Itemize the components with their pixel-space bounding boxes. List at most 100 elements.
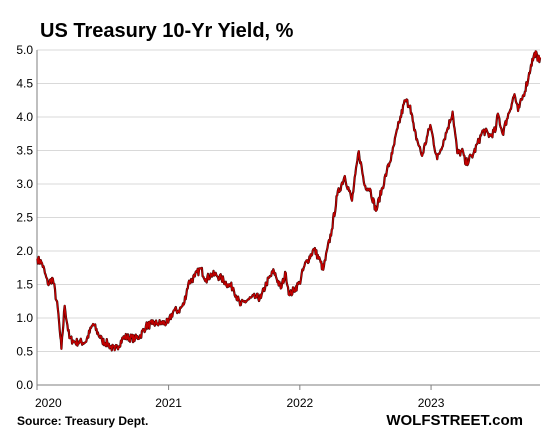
data-point [506, 118, 508, 120]
data-point [522, 94, 525, 96]
data-point [265, 282, 268, 285]
data-point [482, 129, 485, 132]
data-point [501, 132, 504, 135]
y-axis-ticks: 0.0 0.5 1.0 1.5 2.0 2.5 3.0 3.5 4.0 4.5 5.0 [16, 43, 33, 392]
data-point [134, 337, 137, 340]
data-point [494, 128, 497, 131]
data-point [187, 282, 190, 285]
data-point [260, 297, 262, 299]
data-point [530, 63, 532, 66]
data-point [330, 228, 333, 231]
data-point [279, 287, 282, 290]
data-point [284, 272, 287, 274]
data-point [517, 110, 519, 112]
data-point [60, 347, 63, 350]
data-point [456, 152, 459, 155]
data-point [409, 104, 412, 107]
series-layer [36, 50, 542, 352]
x-tick-label: 2022 [286, 396, 313, 410]
data-point [232, 287, 235, 289]
data-point [151, 323, 154, 325]
data-point [239, 304, 242, 307]
data-point [248, 298, 251, 301]
data-point [145, 325, 147, 327]
data-point [527, 76, 530, 79]
data-point [539, 57, 541, 59]
x-axis-ticks: 2020 2021 2022 2023 [35, 385, 445, 410]
data-point [84, 341, 87, 343]
series-line [36, 50, 541, 352]
data-point [446, 128, 449, 131]
data-point [243, 301, 246, 303]
data-point [57, 308, 59, 311]
data-point [288, 294, 291, 297]
data-point [429, 124, 432, 126]
data-point [497, 112, 499, 115]
data-point [363, 184, 366, 187]
y-tick-label: 1.0 [16, 311, 33, 325]
x-tick-label: 2020 [35, 396, 62, 410]
data-point [79, 341, 81, 343]
x-tick-label: 2021 [155, 396, 182, 410]
data-point [421, 155, 423, 157]
data-point [210, 273, 213, 276]
data-point [73, 341, 76, 343]
data-point [106, 342, 109, 345]
chart-title: US Treasury 10-Yr Yield, % [40, 20, 294, 42]
data-point [63, 305, 66, 307]
y-tick-label: 4.5 [16, 77, 33, 91]
data-point [489, 134, 492, 137]
data-point [113, 349, 116, 352]
data-point [534, 50, 537, 53]
data-point [46, 282, 49, 285]
data-point [462, 150, 464, 153]
data-point [41, 262, 43, 264]
y-tick-label: 0.0 [16, 378, 33, 392]
y-tick-label: 2.5 [16, 211, 33, 225]
y-tick-label: 3.0 [16, 177, 33, 191]
data-point [404, 99, 407, 102]
data-point [51, 277, 54, 280]
data-point [254, 296, 257, 299]
data-point [385, 170, 388, 173]
y-tick-label: 5.0 [16, 43, 33, 57]
data-point [303, 264, 306, 267]
data-point [375, 209, 377, 212]
x-tick-label: 2023 [418, 396, 445, 410]
data-point [199, 267, 202, 270]
data-point [193, 275, 196, 278]
data-point [451, 110, 454, 113]
data-point [59, 336, 62, 339]
data-point [357, 150, 360, 153]
data-point [220, 277, 223, 280]
source-note: Source: Treasury Dept. [17, 414, 148, 428]
data-point [351, 199, 353, 202]
data-point [513, 93, 516, 96]
data-point [319, 261, 322, 264]
data-point [156, 322, 159, 325]
y-tick-label: 3.5 [16, 144, 33, 158]
data-point [322, 268, 325, 271]
data-point [92, 323, 94, 325]
y-tick-label: 4.0 [16, 110, 33, 124]
series-line-shadow [36, 50, 542, 352]
data-point [123, 335, 126, 338]
data-point [396, 127, 399, 130]
data-point [391, 152, 394, 155]
data-point [205, 278, 207, 280]
data-point [413, 129, 416, 132]
data-point [167, 321, 170, 324]
gridlines [36, 49, 540, 386]
brand-logo-text: WOLFSTREET.com [386, 412, 523, 429]
data-point [139, 334, 142, 337]
y-tick-label: 2.0 [16, 244, 33, 258]
data-point [369, 187, 371, 190]
data-point [215, 274, 218, 276]
data-point [172, 309, 175, 312]
data-point [472, 153, 474, 156]
data-point [464, 163, 467, 165]
data-point [177, 309, 180, 312]
data-point [536, 59, 539, 62]
data-point [313, 248, 316, 250]
